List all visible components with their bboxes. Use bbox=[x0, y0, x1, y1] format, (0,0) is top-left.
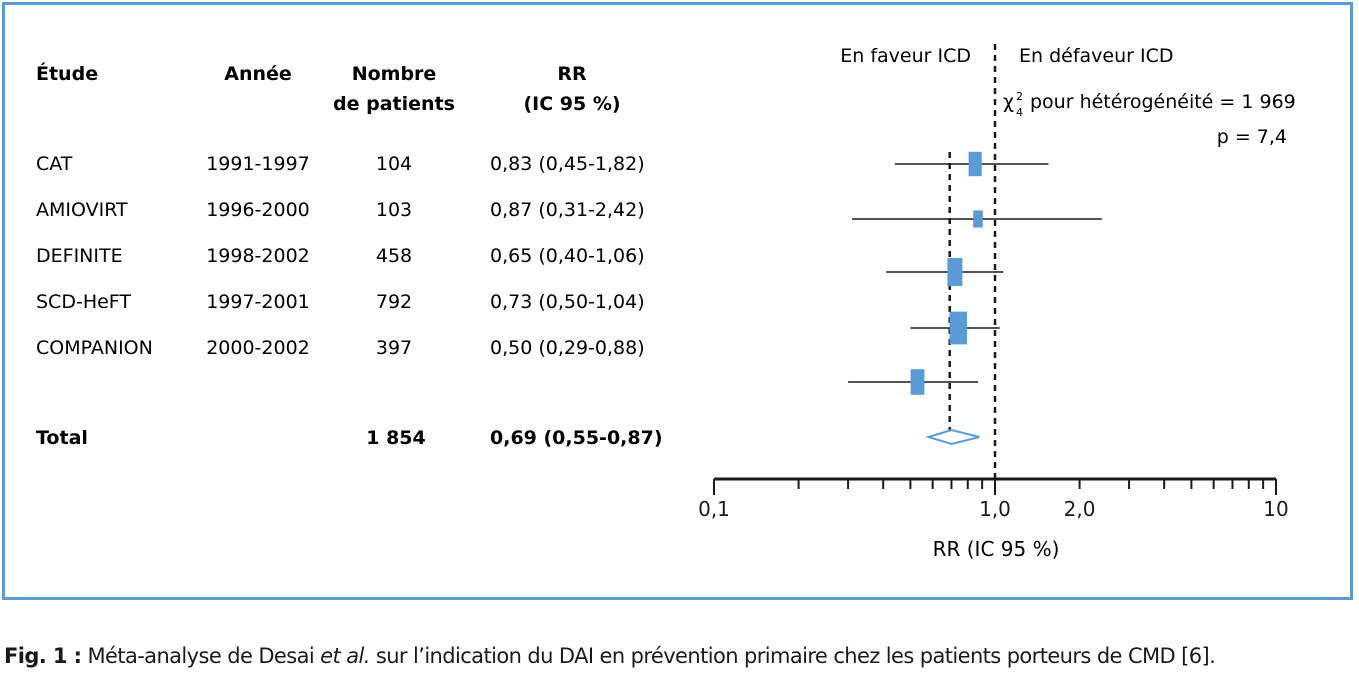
header-patients-line2: de patients bbox=[333, 93, 455, 115]
study-point-box bbox=[910, 369, 925, 395]
header-study: Étude bbox=[36, 62, 98, 85]
study-point-box bbox=[968, 151, 982, 177]
header-year: Année bbox=[224, 63, 292, 85]
row-study: DEFINITE bbox=[36, 245, 123, 267]
chi-sub: 4 bbox=[1016, 106, 1023, 119]
row-years: 1996-2000 bbox=[206, 199, 310, 221]
right-header: En défaveur ICD bbox=[1019, 45, 1174, 67]
row-patients: 458 bbox=[376, 245, 412, 267]
chi-symbol: χ bbox=[1003, 91, 1014, 113]
caption-label: Fig. 1 : bbox=[4, 644, 82, 668]
row-rr: 0,87 (0,31-2,42) bbox=[490, 199, 645, 221]
header-patients-line1: Nombre bbox=[352, 63, 437, 85]
row-patients: 397 bbox=[376, 337, 412, 359]
row-patients: 103 bbox=[376, 199, 412, 221]
row-study: AMIOVIRT bbox=[36, 199, 128, 221]
row-rr: 0,83 (0,45-1,82) bbox=[490, 153, 645, 175]
figure-caption: Fig. 1 : Méta-analyse de Desai et al. su… bbox=[4, 644, 1216, 668]
caption-text-after: sur l’indication du DAI en prévention pr… bbox=[369, 644, 1216, 668]
x-tick-label: 10 bbox=[1263, 497, 1288, 521]
p-value: p = 7,4 bbox=[1217, 126, 1287, 148]
pooled-diamond bbox=[925, 428, 980, 446]
heterogeneity-text: pour hétérogénéité = 1 969 bbox=[1030, 91, 1296, 113]
caption-text-before: Méta-analyse de Desai bbox=[81, 644, 321, 668]
study-point-box bbox=[947, 258, 963, 286]
x-tick-label: 1,0 bbox=[979, 497, 1011, 521]
x-tick-label: 2,0 bbox=[1064, 497, 1096, 521]
table-headers: Étude Année Nombre de patients RR (IC 95… bbox=[36, 62, 621, 115]
row-study: SCD-HeFT bbox=[36, 291, 131, 313]
heterogeneity-label: χ bbox=[1003, 91, 1014, 113]
header-rr-line1: RR bbox=[557, 63, 587, 85]
figure-frame bbox=[2, 2, 1353, 600]
row-years: 1997-2001 bbox=[206, 291, 310, 313]
row-years: 1998-2002 bbox=[206, 245, 310, 267]
total-patients: 1 854 bbox=[366, 427, 426, 449]
header-rr-line2: (IC 95 %) bbox=[523, 93, 620, 115]
study-point-box bbox=[949, 311, 967, 345]
plot-headers: En faveur ICD En défaveur ICD χ 2 4 pour… bbox=[840, 45, 1296, 148]
row-years: 2000-2002 bbox=[206, 337, 310, 359]
caption-italic: et al. bbox=[320, 644, 370, 668]
row-rr: 0,50 (0,29-0,88) bbox=[490, 337, 645, 359]
total-row: Total 1 854 0,69 (0,55-0,87) bbox=[36, 427, 663, 449]
left-header: En faveur ICD bbox=[840, 45, 971, 67]
table-rows: CAT 1991-1997 104 0,83 (0,45-1,82) AMIOV… bbox=[36, 153, 645, 359]
row-patients: 104 bbox=[376, 153, 412, 175]
chi-sup: 2 bbox=[1016, 90, 1023, 103]
total-rr: 0,69 (0,55-0,87) bbox=[490, 427, 663, 449]
row-study: COMPANION bbox=[36, 337, 153, 359]
forest-plot: Étude Année Nombre de patients RR (IC 95… bbox=[36, 44, 1296, 561]
row-patients: 792 bbox=[376, 291, 412, 313]
row-rr: 0,65 (0,40-1,06) bbox=[490, 245, 645, 267]
study-point-box bbox=[973, 210, 983, 228]
row-rr: 0,73 (0,50-1,04) bbox=[490, 291, 645, 313]
row-years: 1991-1997 bbox=[206, 153, 310, 175]
row-study: CAT bbox=[36, 153, 73, 175]
total-label: Total bbox=[36, 427, 88, 449]
plot-area: 0,1 1,0 2,0 10 bbox=[698, 44, 1289, 521]
x-tick-label: 0,1 bbox=[698, 497, 730, 521]
x-axis-label: RR (IC 95 %) bbox=[933, 537, 1060, 561]
